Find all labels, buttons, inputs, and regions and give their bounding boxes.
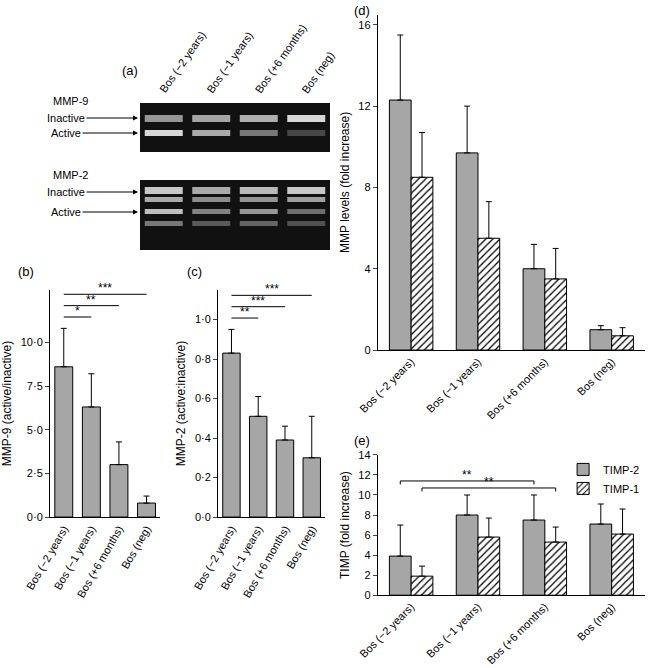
svg-text:TIMP-2: TIMP-2 — [603, 464, 639, 476]
svg-text:***: *** — [265, 282, 279, 296]
svg-text:Bos (−1 years): Bos (−1 years) — [52, 523, 98, 591]
svg-text:0·8: 0·8 — [195, 353, 211, 365]
svg-text:Bos (−2 years): Bos (−2 years) — [357, 601, 416, 660]
svg-text:***: *** — [98, 281, 112, 295]
svg-text:0: 0 — [364, 344, 370, 356]
svg-text:MMP-2 (active:inactive): MMP-2 (active:inactive) — [174, 341, 188, 466]
svg-text:4: 4 — [364, 549, 370, 561]
svg-text:Bos (−2 years): Bos (−2 years) — [192, 523, 238, 591]
svg-text:*: * — [75, 304, 80, 318]
svg-text:***: *** — [251, 294, 265, 308]
svg-text:1·0: 1·0 — [195, 313, 211, 325]
svg-text:Bos (−2 years): Bos (−2 years) — [24, 523, 70, 591]
svg-text:2: 2 — [364, 569, 370, 581]
svg-text:2·5: 2·5 — [27, 467, 43, 479]
svg-text:Bos (neg): Bos (neg) — [284, 523, 318, 570]
svg-text:0·2: 0·2 — [195, 471, 211, 483]
svg-text:TIMP-1: TIMP-1 — [603, 483, 639, 495]
svg-text:MMP-9: MMP-9 — [53, 95, 88, 107]
svg-text:(a): (a) — [122, 63, 138, 78]
svg-text:Bos (neg): Bos (neg) — [575, 601, 617, 643]
svg-text:Bos (neg): Bos (neg) — [575, 356, 617, 398]
svg-text:Bos (−1 years): Bos (−1 years) — [424, 356, 483, 415]
svg-text:Bos (+6 months): Bos (+6 months) — [484, 356, 550, 422]
svg-text:(c): (c) — [187, 264, 202, 279]
svg-text:10·0: 10·0 — [21, 336, 43, 348]
svg-text:**: ** — [240, 305, 250, 319]
svg-text:0: 0 — [364, 589, 370, 601]
svg-text:TIMP (fold increase): TIMP (fold increase) — [338, 471, 352, 579]
svg-text:8: 8 — [364, 509, 370, 521]
svg-text:Bos (+6 months): Bos (+6 months) — [484, 601, 550, 667]
svg-text:8: 8 — [364, 181, 370, 193]
svg-text:6: 6 — [364, 529, 370, 541]
svg-text:Bos (neg): Bos (neg) — [119, 523, 153, 570]
svg-text:0·0: 0·0 — [195, 511, 211, 523]
svg-text:5·0: 5·0 — [27, 424, 43, 436]
svg-text:10: 10 — [358, 489, 370, 501]
svg-text:(b): (b) — [18, 264, 34, 279]
svg-text:Inactive: Inactive — [47, 112, 85, 124]
svg-text:Bos (−2 years): Bos (−2 years) — [357, 356, 416, 415]
svg-text:Active: Active — [51, 206, 81, 218]
svg-text:0·6: 0·6 — [195, 392, 211, 404]
svg-text:Bos (−1 years): Bos (−1 years) — [218, 523, 264, 591]
svg-text:Active: Active — [51, 127, 81, 139]
svg-text:12: 12 — [358, 100, 370, 112]
svg-text:Bos (+6 months): Bos (+6 months) — [75, 523, 126, 599]
svg-text:16: 16 — [358, 19, 370, 31]
svg-text:Bos (neg): Bos (neg) — [299, 49, 336, 95]
svg-text:MMP levels (fold increase): MMP levels (fold increase) — [338, 112, 352, 253]
svg-text:**: ** — [484, 475, 494, 489]
svg-text:0·4: 0·4 — [195, 432, 211, 444]
svg-text:**: ** — [86, 293, 96, 307]
svg-text:Bos (−2 years): Bos (−2 years) — [157, 29, 208, 95]
svg-text:Inactive: Inactive — [47, 186, 85, 198]
svg-text:(d): (d) — [354, 3, 370, 18]
svg-text:0·0: 0·0 — [27, 511, 43, 523]
svg-text:12: 12 — [358, 469, 370, 481]
svg-text:**: ** — [462, 468, 472, 482]
svg-text:Bos (+6 months): Bos (+6 months) — [241, 523, 292, 599]
svg-text:MMP-2: MMP-2 — [53, 169, 88, 181]
svg-text:4: 4 — [364, 263, 370, 275]
svg-text:MMP-9 (active/inactive): MMP-9 (active/inactive) — [0, 341, 14, 466]
svg-text:Bos (−1 years): Bos (−1 years) — [424, 601, 483, 660]
svg-text:(e): (e) — [354, 433, 370, 448]
svg-text:14: 14 — [358, 449, 370, 461]
svg-text:Bos (−1 years): Bos (−1 years) — [204, 29, 255, 95]
svg-text:7·5: 7·5 — [27, 380, 43, 392]
svg-text:Bos (+6 months): Bos (+6 months) — [253, 22, 309, 95]
